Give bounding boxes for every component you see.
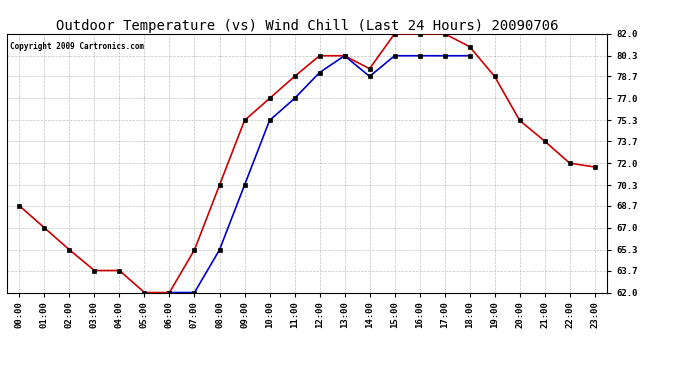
Title: Outdoor Temperature (vs) Wind Chill (Last 24 Hours) 20090706: Outdoor Temperature (vs) Wind Chill (Las…	[56, 19, 558, 33]
Text: Copyright 2009 Cartronics.com: Copyright 2009 Cartronics.com	[10, 42, 144, 51]
